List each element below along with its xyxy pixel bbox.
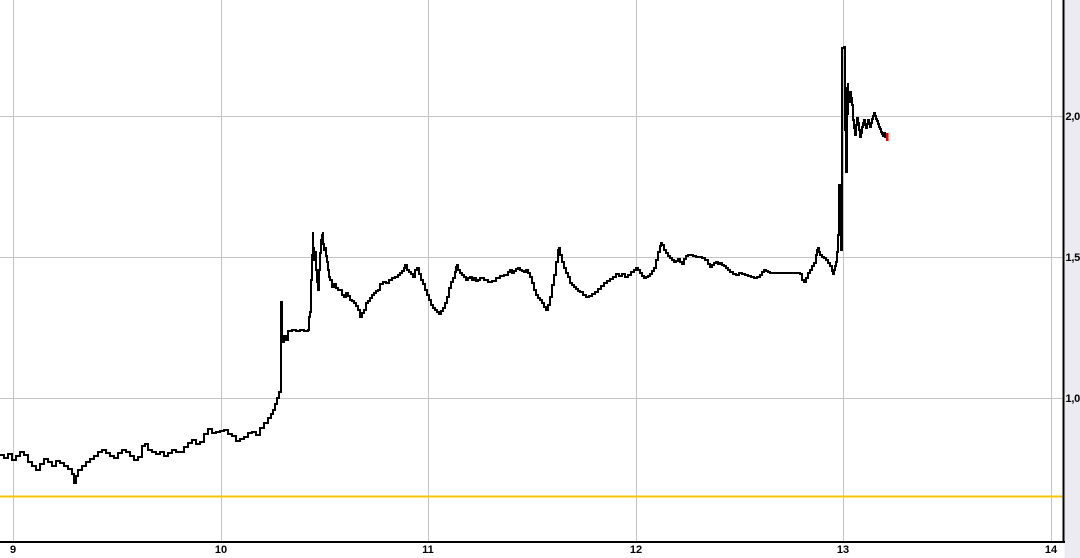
x-axis-label: 12 — [630, 544, 642, 556]
right-margin — [1064, 0, 1080, 558]
y-axis-label: 2,0 — [1066, 111, 1080, 123]
price-line — [0, 46, 887, 484]
x-axis-label: 14 — [1045, 544, 1058, 556]
y-axis — [1062, 0, 1065, 543]
y-axis-label: 1,0 — [1066, 393, 1080, 405]
x-axis — [0, 541, 1065, 543]
y-axis-label: 1,5 — [1066, 252, 1080, 264]
x-axis-label: 13 — [837, 544, 849, 556]
x-axis-label: 9 — [10, 544, 16, 556]
x-axis-label: 10 — [215, 544, 227, 556]
x-axis-label: 11 — [422, 544, 434, 556]
